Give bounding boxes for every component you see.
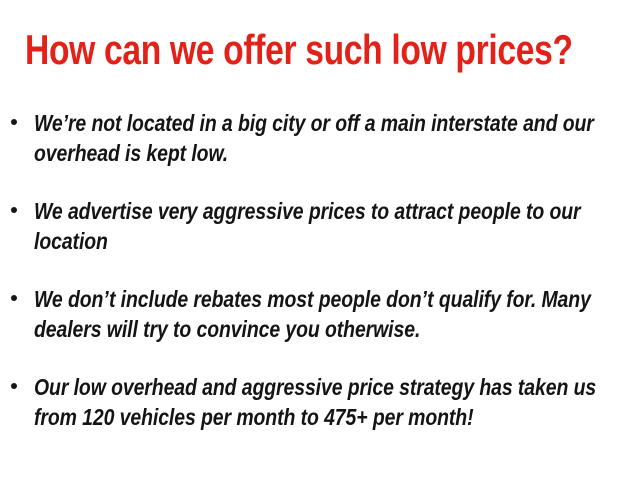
title-block: How can we offer such low prices? — [25, 28, 625, 78]
list-item-text: We advertise very aggressive prices to a… — [34, 198, 581, 254]
bullet-list: We’re not located in a big city or off a… — [0, 108, 640, 432]
page-title: How can we offer such low prices? — [25, 26, 573, 73]
bullet-dot-icon — [11, 207, 17, 213]
list-item: We don’t include rebates most people don… — [0, 284, 640, 344]
list-item-text: Our low overhead and aggressive price st… — [34, 374, 597, 430]
list-item-text: We don’t include rebates most people don… — [34, 286, 591, 342]
bullet-dot-icon — [11, 383, 17, 389]
bullet-dot-icon — [11, 119, 17, 125]
list-item: We’re not located in a big city or off a… — [0, 108, 640, 168]
list-item: Our low overhead and aggressive price st… — [0, 372, 640, 432]
list-item: We advertise very aggressive prices to a… — [0, 196, 640, 256]
list-item-text: We’re not located in a big city or off a… — [34, 110, 594, 166]
bullet-dot-icon — [11, 295, 17, 301]
